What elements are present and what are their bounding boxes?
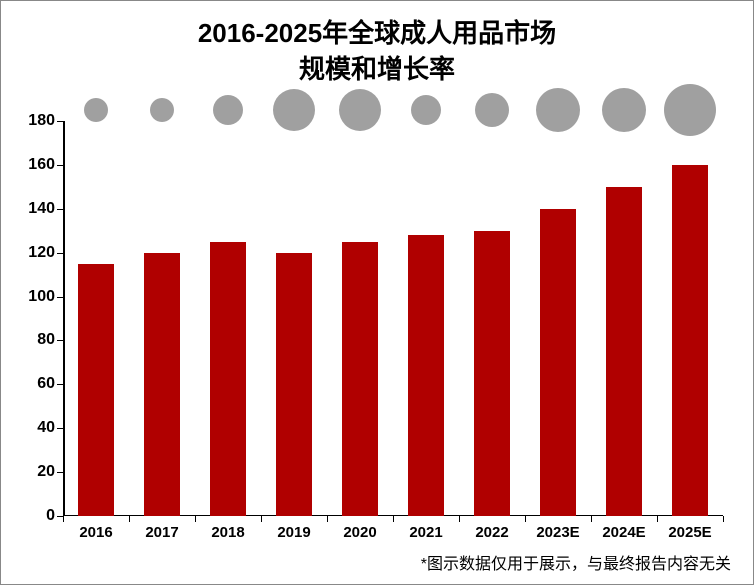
x-tick [657, 516, 658, 522]
x-axis-label: 2025E [668, 516, 711, 541]
x-axis-label: 2023E [536, 516, 579, 541]
bubble-marker [411, 95, 441, 125]
bar [342, 242, 378, 516]
bubble-marker [664, 84, 716, 136]
x-tick [195, 516, 196, 522]
y-axis-label: 60 [37, 375, 63, 393]
y-axis-label: 100 [28, 288, 63, 306]
plot-region: 0204060801001201401601802016201720182019… [63, 121, 723, 516]
x-tick [591, 516, 592, 522]
y-axis-label: 0 [46, 507, 63, 525]
chart-title: 2016-2025年全球成人用品市场 规模和增长率 [1, 1, 753, 88]
bubble-marker [475, 93, 509, 127]
bar [78, 264, 114, 516]
footnote: *图示数据仅用于展示，与最终报告内容无关 [421, 550, 731, 574]
bubble-marker [536, 88, 580, 132]
title-line-2: 规模和增长率 [1, 51, 753, 87]
x-tick [63, 516, 64, 522]
bar [276, 253, 312, 516]
x-tick [261, 516, 262, 522]
x-axis-label: 2020 [343, 516, 376, 541]
bubble-marker [273, 89, 315, 131]
x-axis-label: 2024E [602, 516, 645, 541]
bar [474, 231, 510, 516]
x-axis-label: 2021 [409, 516, 442, 541]
x-axis-label: 2018 [211, 516, 244, 541]
bubble-marker [150, 98, 174, 122]
bubble-marker [213, 95, 243, 125]
x-tick [327, 516, 328, 522]
x-axis-label: 2016 [79, 516, 112, 541]
y-axis-label: 180 [28, 112, 63, 130]
bar [672, 165, 708, 516]
x-tick [723, 516, 724, 522]
title-line-1: 2016-2025年全球成人用品市场 [1, 15, 753, 51]
y-axis [63, 121, 65, 516]
bar [606, 187, 642, 516]
bar [408, 235, 444, 516]
x-tick [525, 516, 526, 522]
bubble-marker [339, 89, 381, 131]
y-axis-label: 160 [28, 156, 63, 174]
chart-area: 0204060801001201401601802016201720182019… [63, 121, 723, 516]
bar [210, 242, 246, 516]
y-axis-label: 140 [28, 200, 63, 218]
x-tick [129, 516, 130, 522]
x-axis-label: 2019 [277, 516, 310, 541]
x-axis-label: 2017 [145, 516, 178, 541]
y-axis-label: 20 [37, 463, 63, 481]
y-axis-label: 120 [28, 244, 63, 262]
bubble-marker [602, 88, 646, 132]
y-axis-label: 40 [37, 419, 63, 437]
bar [144, 253, 180, 516]
bubble-marker [84, 98, 108, 122]
bar [540, 209, 576, 516]
y-axis-label: 80 [37, 331, 63, 349]
x-tick [393, 516, 394, 522]
x-tick [459, 516, 460, 522]
x-axis-label: 2022 [475, 516, 508, 541]
